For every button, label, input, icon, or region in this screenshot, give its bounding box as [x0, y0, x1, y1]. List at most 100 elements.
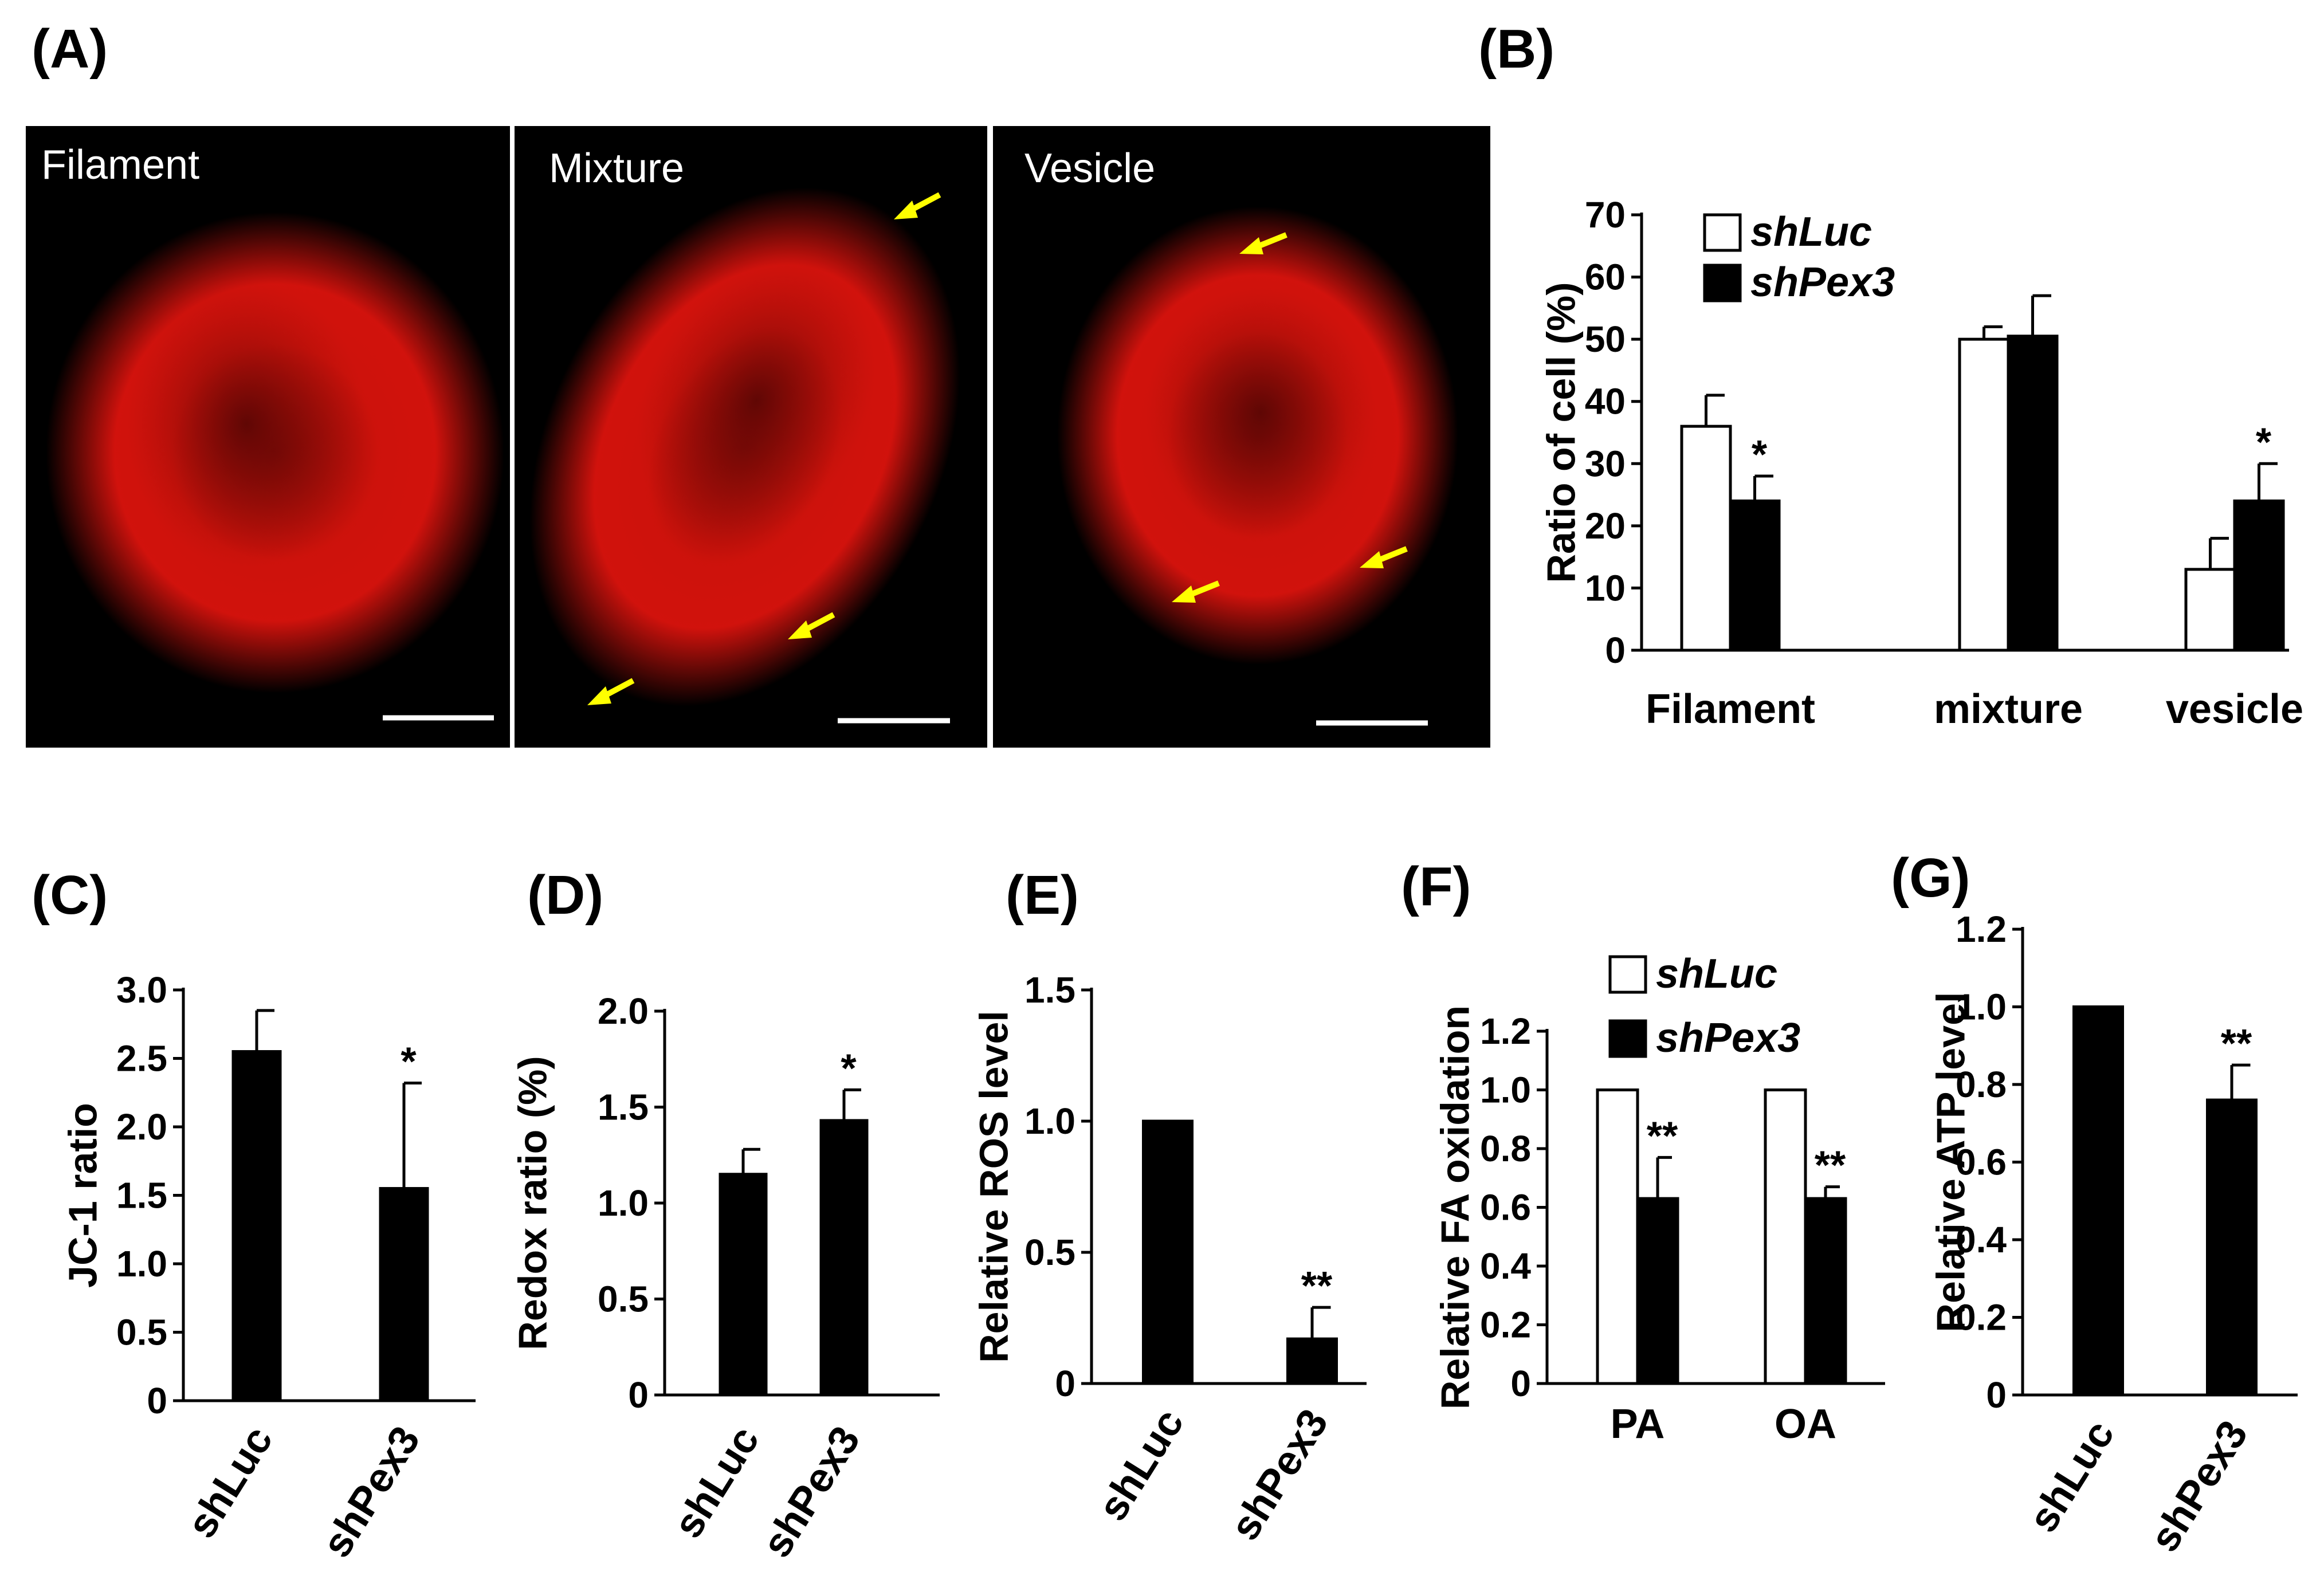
- y-tick-label: 0.4: [1956, 1219, 2007, 1260]
- y-tick-label: 10: [1585, 567, 1626, 608]
- significance-marker: **: [1647, 1113, 1678, 1158]
- micrograph-filament: Filament: [26, 126, 510, 748]
- bar-shluc: [2184, 568, 2236, 652]
- nucleus-region: [126, 281, 367, 567]
- y-tick-label: 30: [1585, 443, 1626, 484]
- y-tick-label: 3.0: [116, 969, 167, 1011]
- x-category-label: shLuc: [178, 1418, 281, 1546]
- y-tick-label: 0.2: [1480, 1304, 1531, 1346]
- significance-marker: *: [841, 1046, 857, 1090]
- legend-swatch: [1608, 1019, 1647, 1058]
- x-category-label: mixture: [1934, 686, 2083, 732]
- micrograph-vesicle: Vesicle: [993, 126, 1490, 748]
- y-axis-label: Redox ratio (%): [510, 1056, 555, 1350]
- y-axis-label: Ratio of cell (%): [1538, 282, 1583, 583]
- bar: [2072, 1005, 2124, 1397]
- y-tick-label: 2.5: [116, 1038, 167, 1079]
- panel-label-f: (F): [1401, 856, 1471, 917]
- panel-label-d: (D): [527, 864, 603, 926]
- y-tick-label: 0.4: [1480, 1245, 1531, 1287]
- bar-shluc: [1764, 1088, 1807, 1385]
- y-tick-label: 2.0: [598, 991, 649, 1032]
- y-tick-label: 0: [147, 1380, 167, 1421]
- arrow-icon: [587, 678, 635, 705]
- significance-marker: *: [2256, 419, 2272, 464]
- micrograph-label: Filament: [41, 142, 199, 188]
- y-tick-label: 0.6: [1956, 1142, 2007, 1183]
- y-tick-label: 0.8: [1956, 1064, 2007, 1105]
- x-category-label: shPex3: [753, 1418, 869, 1565]
- bar-shpex3: [1729, 499, 1781, 652]
- y-tick-label: 1.5: [1024, 969, 1075, 1011]
- y-tick-label: 40: [1585, 381, 1626, 422]
- y-tick-label: 0: [1605, 630, 1626, 671]
- bar: [231, 1050, 282, 1402]
- x-category-label: shLuc: [1089, 1401, 1192, 1528]
- bar-shpex3: [2007, 335, 2059, 652]
- significance-marker: **: [1815, 1143, 1846, 1188]
- nucleus-region: [637, 260, 876, 543]
- y-tick-label: 70: [1585, 194, 1626, 235]
- arrow-icon: [1360, 546, 1408, 568]
- y-tick-label: 0.5: [116, 1312, 167, 1353]
- chart-jc1-ratio: 0 0.5 1.0 1.5 2.0 2.5 3.0 JC-1 ratio * shLuc shPex…: [60, 969, 476, 1565]
- y-tick-label: 1.0: [1480, 1070, 1531, 1111]
- significance-marker: **: [1301, 1263, 1333, 1308]
- bar: [2206, 1098, 2258, 1397]
- y-tick-label: 0.2: [1956, 1297, 2007, 1338]
- y-tick-label: 0.6: [1480, 1187, 1531, 1228]
- y-tick-label: 0: [1055, 1363, 1075, 1404]
- y-tick-label: 0.8: [1480, 1128, 1531, 1169]
- panel-label-c: (C): [32, 864, 108, 926]
- y-axis-label: Relative ATP level: [1928, 992, 1973, 1332]
- bar-shluc: [1958, 337, 2010, 652]
- x-category-label: PA: [1611, 1401, 1665, 1447]
- y-tick-label: 0.5: [1024, 1232, 1075, 1273]
- y-tick-label: 0.5: [598, 1279, 649, 1320]
- y-tick-label: 60: [1585, 257, 1626, 298]
- panel-label-e: (E): [1006, 864, 1079, 926]
- legend-label: shPex3: [1750, 260, 1895, 305]
- bar-shpex3: [2233, 499, 2285, 652]
- y-tick-label: 1.0: [1956, 987, 2007, 1028]
- panel-label-b: (B): [1478, 18, 1554, 80]
- chart-mito-morphology: 0 10 20 30 40 50 60 70 Ratio of cell (%) * * Filame…: [1538, 194, 2303, 732]
- y-tick-label: 50: [1585, 319, 1626, 360]
- nucleus-region: [1146, 286, 1375, 539]
- micrograph-label: Vesicle: [1024, 146, 1155, 191]
- arrow-icon: [788, 612, 835, 639]
- significance-marker: *: [1752, 432, 1768, 477]
- legend-swatch: [1608, 955, 1647, 994]
- legend-label: shLuc: [1656, 951, 1777, 997]
- y-tick-label: 1.0: [116, 1243, 167, 1284]
- y-axis-label: Relative FA oxidation: [1432, 1005, 1477, 1409]
- arrow-icon: [894, 192, 941, 219]
- y-tick-label: 1.5: [598, 1087, 649, 1128]
- x-category-label: shPex3: [2141, 1413, 2256, 1559]
- y-tick-label: 1.0: [1024, 1101, 1075, 1142]
- x-category-label: OA: [1775, 1401, 1836, 1447]
- bar: [1286, 1337, 1338, 1385]
- legend-swatch: [1703, 264, 1742, 302]
- y-tick-label: 1.5: [116, 1175, 167, 1216]
- x-category-label: shPex3: [1222, 1401, 1337, 1548]
- significance-marker: *: [401, 1039, 417, 1084]
- y-tick-label: 1.2: [1956, 909, 2007, 950]
- y-tick-label: 20: [1585, 505, 1626, 547]
- micrograph-mixture: Mixture: [515, 126, 987, 748]
- micrograph-label: Mixture: [549, 146, 684, 191]
- y-tick-label: 0: [628, 1374, 649, 1416]
- bar-shluc: [1596, 1088, 1639, 1385]
- x-category-label: shPex3: [313, 1418, 429, 1565]
- panel-label-g: (G): [1891, 847, 1970, 909]
- bar: [1142, 1119, 1194, 1385]
- significance-marker: **: [2221, 1021, 2252, 1066]
- y-tick-label: 2.0: [116, 1106, 167, 1147]
- y-tick-label: 1.0: [598, 1182, 649, 1224]
- y-tick-label: 0: [1986, 1374, 2007, 1416]
- x-category-label: vesicle: [2166, 686, 2303, 732]
